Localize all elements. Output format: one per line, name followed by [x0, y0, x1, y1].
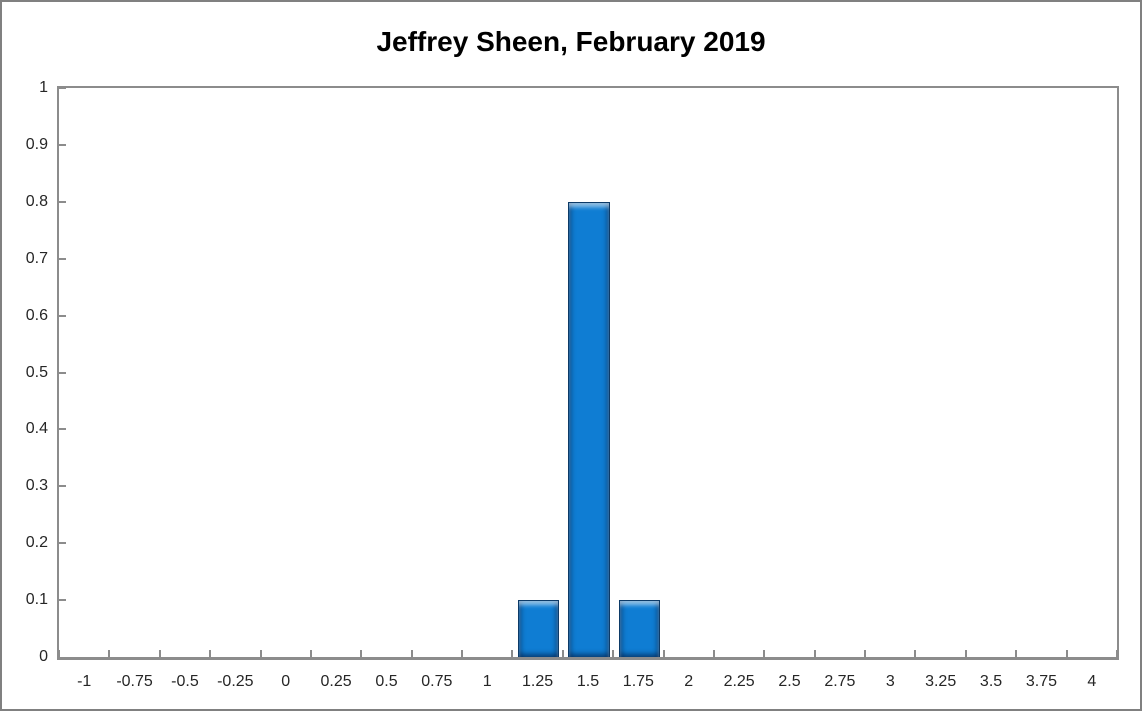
x-axis-label: 2.75	[824, 673, 856, 690]
x-axis-tick	[763, 650, 766, 657]
x-axis-label: 2.5	[778, 673, 801, 690]
x-axis-tick	[360, 650, 363, 657]
x-axis-label: 4	[1087, 673, 1097, 690]
x-axis-label: 3	[885, 673, 895, 690]
x-axis-tick	[1065, 650, 1068, 657]
x-axis-tick	[309, 650, 312, 657]
x-axis-label: -0.5	[171, 673, 199, 690]
y-axis-label: 0.4	[25, 420, 48, 438]
y-axis-tick	[59, 542, 66, 545]
x-axis-tick	[864, 650, 867, 657]
x-axis-tick	[813, 650, 816, 657]
x-axis-label: 0	[281, 673, 291, 690]
x-axis-tick	[662, 650, 665, 657]
plot-area: 0 0.1 0.2 0.3 0.4 0.5 0.6 0.7 0.8 0.9 1 -1 -0.75 -0.5…	[26, 79, 1119, 690]
bar	[568, 201, 610, 657]
x-axis-tick	[158, 650, 161, 657]
y-axis-tick	[59, 143, 66, 146]
bar	[517, 600, 560, 657]
x-axis-label: -0.75	[116, 673, 153, 690]
x-axis-label: 1.75	[622, 673, 654, 690]
x-axis-tick	[58, 650, 60, 657]
x-axis-label: 0.5	[375, 673, 398, 690]
bar	[618, 600, 661, 657]
y-axis-tick	[59, 371, 66, 374]
y-axis-label: 0.9	[25, 135, 48, 153]
y-axis-tick	[59, 428, 66, 431]
y-axis-label: 0.7	[25, 249, 48, 267]
x-axis-tick	[612, 650, 615, 657]
x-axis-tick	[1015, 650, 1018, 657]
x-axis-label: 2.25	[723, 673, 755, 690]
x-axis-label: 2	[684, 673, 694, 690]
chart-title: Jeffrey Sheen, February 2019	[376, 26, 766, 57]
x-axis-label: 0.75	[421, 673, 453, 690]
y-axis-tick	[59, 87, 66, 89]
x-axis-tick	[209, 650, 212, 657]
x-axis-label: 1.25	[522, 673, 554, 690]
x-axis-tick	[561, 650, 564, 657]
x-axis-tick	[108, 650, 111, 657]
x-axis-tick	[712, 650, 715, 657]
y-axis-label: 0.5	[25, 363, 48, 381]
x-axis-tick	[259, 650, 262, 657]
y-axis-label: 0.3	[25, 477, 48, 495]
y-axis-label: 0.1	[25, 591, 48, 609]
x-axis-label: 3.75	[1025, 673, 1057, 690]
y-axis-label: 0.2	[25, 534, 48, 552]
y-axis-label: 0.6	[25, 306, 48, 324]
x-axis-tick	[914, 650, 917, 657]
x-axis-label: -1	[77, 673, 92, 690]
x-axis-tick	[410, 650, 413, 657]
y-axis-tick	[59, 257, 66, 260]
x-axis-tick	[964, 650, 967, 657]
y-axis-tick	[59, 200, 66, 203]
x-axis-label: 1	[482, 673, 492, 690]
y-axis-label: 0.8	[25, 192, 48, 210]
x-axis-label: 0.25	[320, 673, 352, 690]
x-axis-label: -0.25	[217, 673, 254, 690]
x-axis-label: 3.5	[979, 673, 1003, 690]
x-axis-tick	[461, 650, 464, 657]
x-axis-tick	[511, 650, 514, 657]
y-axis-tick	[59, 314, 66, 317]
y-axis-label: 1	[39, 79, 48, 96]
y-axis-label: 0	[39, 648, 48, 665]
x-axis-label: 3.25	[925, 673, 957, 690]
x-axis-label: 1.5	[576, 673, 600, 690]
y-axis-tick	[59, 599, 66, 602]
x-axis-tick	[1116, 650, 1118, 657]
y-axis-tick	[59, 485, 66, 488]
